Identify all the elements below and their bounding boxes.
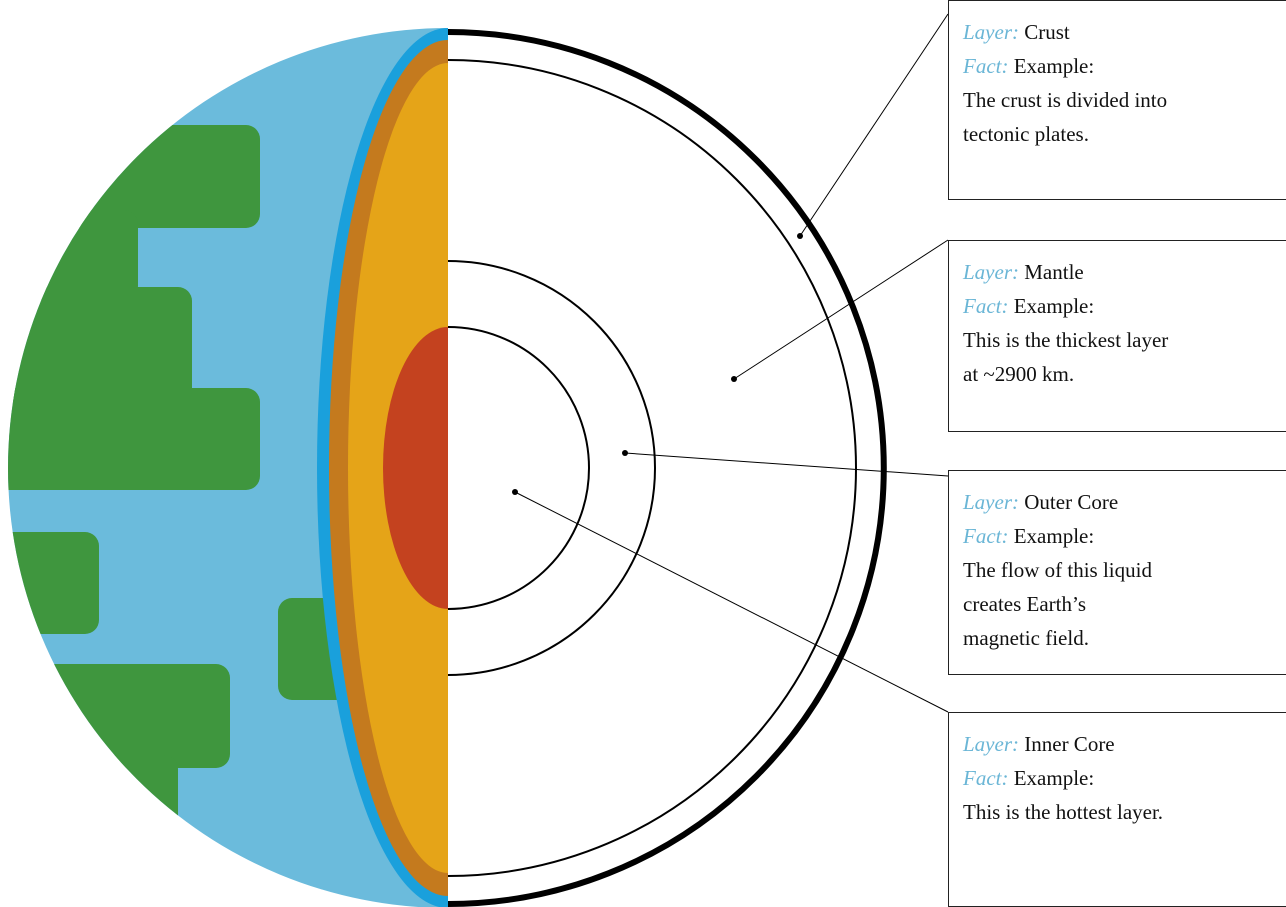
leader-dot [622, 450, 628, 456]
fact-intro: Example: [1013, 294, 1095, 318]
fact-label: Fact: [963, 54, 1009, 78]
section-rings [447, 29, 887, 907]
mantle-ring [447, 59, 857, 877]
fact-label: Fact: [963, 294, 1009, 318]
callout-box: Layer: Crust Fact: Example: The crust is d… [948, 0, 1286, 200]
inner-core-band [383, 327, 448, 609]
leader-line [514, 491, 949, 713]
fact-intro: Example: [1013, 54, 1095, 78]
fact-row: Fact: Example: [963, 49, 1286, 83]
callout-box: Layer: Mantle Fact: Example: This is the t… [948, 240, 1286, 432]
fact-row: Fact: Example: [963, 761, 1286, 795]
layer-row: Layer: Inner Core [963, 727, 1286, 761]
fact-label: Fact: [963, 766, 1009, 790]
crust-ring [447, 29, 887, 907]
outer-core-ring [447, 260, 656, 676]
callout-box: Layer: Outer Core Fact: Example: The flow … [948, 470, 1286, 675]
fact-text: magnetic field. [963, 626, 1089, 650]
fact-intro: Example: [1013, 766, 1095, 790]
leaders [514, 13, 949, 713]
fact-text: This is the hottest layer. [963, 800, 1164, 824]
fact-text: at ~2900 km. [963, 362, 1075, 386]
layer-row: Layer: Outer Core [963, 485, 1286, 519]
layer-label: Layer: [963, 260, 1019, 284]
leader-dot [512, 489, 518, 495]
layer-row: Layer: Crust [963, 15, 1286, 49]
layer-label: Layer: [963, 732, 1019, 756]
fact-intro: Example: [1013, 524, 1095, 548]
layer-name: Inner Core [1024, 732, 1115, 756]
fact-row: Fact: Example: [963, 289, 1286, 323]
layer-label: Layer: [963, 490, 1019, 514]
leader-dot [797, 233, 803, 239]
fact-text: creates Earth’s [963, 592, 1087, 616]
callout-box: Layer: Inner Core Fact: Example: This is t… [948, 712, 1286, 907]
fact-row: Fact: Example: [963, 519, 1286, 553]
inner-core-ring [447, 326, 590, 610]
fact-text: The crust is divided into [963, 88, 1168, 112]
fact-text: tectonic plates. [963, 122, 1089, 146]
leader-dots [512, 233, 803, 495]
fact-text: The flow of this liquid [963, 558, 1152, 582]
layer-name: Crust [1024, 20, 1070, 44]
layer-label: Layer: [963, 20, 1019, 44]
fact-text: This is the thickest layer [963, 328, 1169, 352]
leader-dot [731, 376, 737, 382]
leader-line [624, 452, 949, 477]
fact-label: Fact: [963, 524, 1009, 548]
leader-line [733, 239, 949, 380]
layer-name: Mantle [1024, 260, 1084, 284]
layer-row: Layer: Mantle [963, 255, 1286, 289]
layer-name: Outer Core [1024, 490, 1119, 514]
leader-line [799, 13, 949, 237]
